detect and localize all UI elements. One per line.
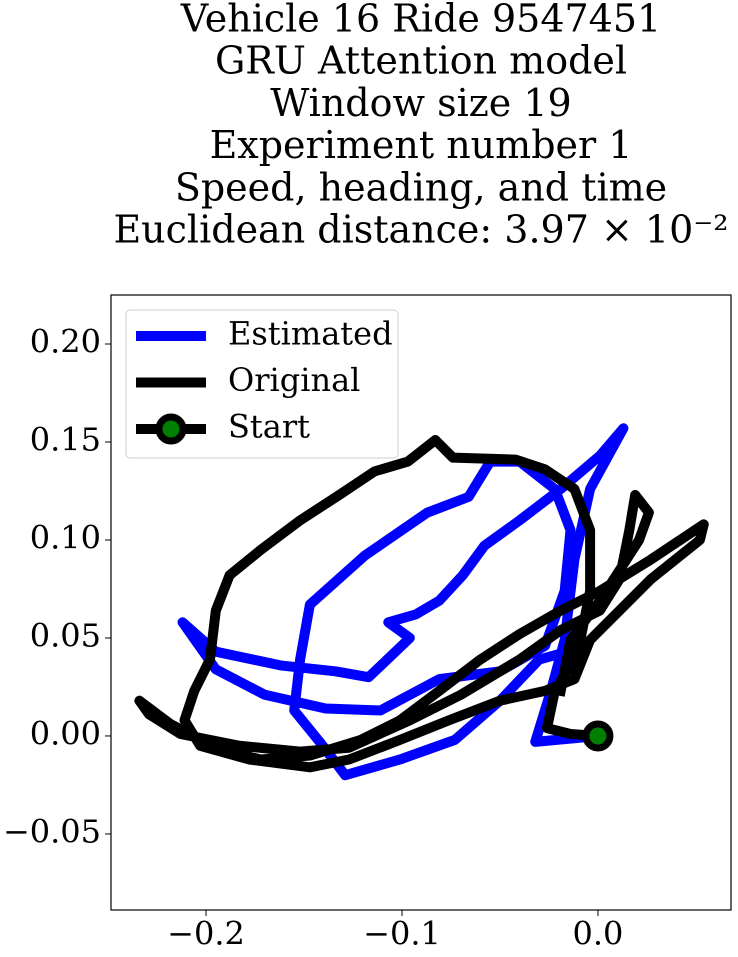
axes: −0.2 −0.1 0.0 −0.05 0.00 0.05 0.10 0.15 0.20	[3, 322, 623, 952]
start-marker	[582, 720, 614, 752]
chart-title: Vehicle 16 Ride 9547451	[180, 0, 661, 41]
legend: Estimated Original Start	[125, 309, 399, 459]
x-tick-label: −0.2	[167, 915, 245, 953]
chart-title: Speed, heading, and time	[175, 165, 667, 209]
chart-title: Euclidean distance: 3.97 × 10⁻²	[113, 208, 728, 252]
x-tick-label: −0.1	[363, 915, 441, 953]
legend-marker	[155, 413, 187, 445]
y-tick-label: −0.05	[3, 812, 101, 850]
y-tick-label: 0.15	[30, 420, 101, 458]
y-tick-label: 0.10	[30, 518, 101, 556]
legend-label: Start	[228, 408, 310, 446]
chart-title: Window size 19	[270, 81, 571, 125]
legend-label: Original	[228, 361, 360, 399]
axes-frame	[110, 294, 732, 911]
y-tick-label: 0.20	[30, 322, 101, 360]
plot-area	[134, 423, 709, 781]
legend-label: Estimated	[228, 315, 393, 353]
chart-title: GRU Attention model	[215, 39, 627, 83]
series-line	[134, 435, 709, 773]
y-tick-label: 0.05	[30, 616, 101, 654]
series-line	[177, 423, 629, 781]
x-tick-label: 0.0	[573, 915, 624, 953]
legend-box	[125, 309, 399, 459]
chart-title: Experiment number 1	[210, 123, 633, 167]
y-tick-label: 0.00	[30, 714, 101, 752]
